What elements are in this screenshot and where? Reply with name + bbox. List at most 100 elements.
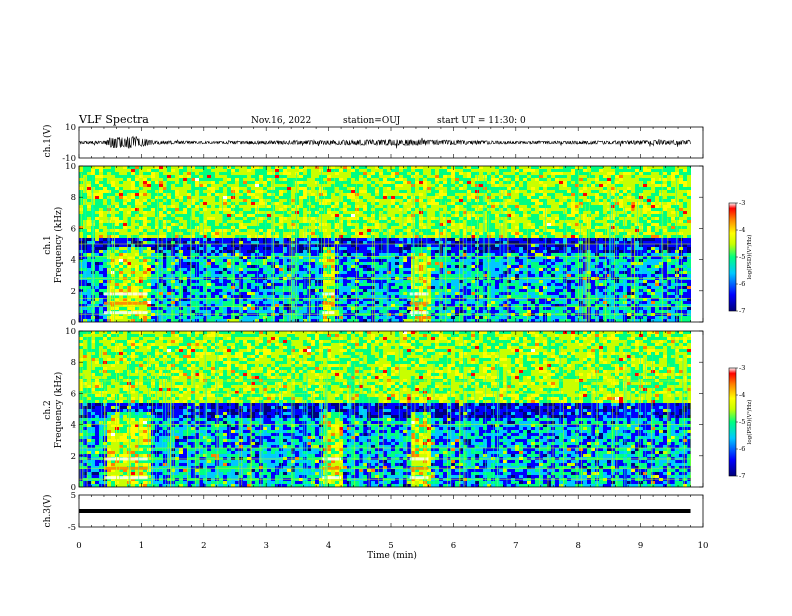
spectrogram-cell [207, 196, 211, 199]
spectrogram-cell [143, 187, 147, 190]
spectrogram-cell [295, 265, 299, 268]
spectrogram-cell [347, 259, 351, 262]
spectrogram-cell [419, 202, 423, 205]
spectrogram-cell [87, 166, 91, 169]
spectrogram-cell [211, 262, 215, 265]
spectrogram-cell [359, 187, 363, 190]
spectrogram-cell [95, 178, 99, 181]
spectrogram-cell [319, 202, 323, 205]
spectrogram-cell [211, 169, 215, 172]
spectrogram-cell [335, 217, 339, 220]
spectrogram-cell [347, 247, 351, 250]
spectrogram-cell [171, 274, 175, 277]
spectrogram-cell [367, 244, 371, 247]
spectrogram-cell [407, 274, 411, 277]
spectrogram-cell [407, 250, 411, 253]
spectrogram-cell [251, 292, 255, 295]
spectrogram-cell [367, 238, 371, 241]
spectrogram-cell [391, 241, 395, 244]
spectrogram-cell [435, 283, 439, 286]
spectrogram-cell [451, 190, 455, 193]
spectrogram-cell [259, 181, 263, 184]
spectrogram-cell [319, 268, 323, 271]
spectrogram-cell [131, 214, 135, 217]
spectrogram-cell [363, 217, 367, 220]
spectrogram-cell [355, 178, 359, 181]
spectrogram-cell [119, 178, 123, 181]
spectrogram-cell [431, 289, 435, 292]
spectrogram-cell [99, 226, 103, 229]
spectrogram-cell [183, 268, 187, 271]
spectrogram-cell [83, 166, 87, 169]
spectrogram-cell [395, 310, 399, 313]
spectrogram-cell [431, 301, 435, 304]
spectrogram-cell [147, 193, 151, 196]
spectrogram-cell [139, 229, 143, 232]
spectrogram-cell [215, 190, 219, 193]
spectrogram-cell [343, 172, 347, 175]
spectrogram-cell [403, 223, 407, 226]
spectrogram-cell [391, 211, 395, 214]
spectrogram-cell [279, 259, 283, 262]
spectrogram-cell [95, 208, 99, 211]
spectrogram-cell [175, 181, 179, 184]
spectrogram-cell [235, 319, 239, 322]
spectrogram-cell [431, 226, 435, 229]
spectrogram-cell [391, 214, 395, 217]
spectrogram-cell [375, 271, 379, 274]
spectrogram-cell [343, 175, 347, 178]
spectrogram-cell [367, 250, 371, 253]
spectrogram-cell [347, 211, 351, 214]
spectrogram-cell [195, 223, 199, 226]
spectrogram-cell [179, 286, 183, 289]
spectrogram-cell [195, 193, 199, 196]
spectrogram-cell [451, 181, 455, 184]
spectrogram-cell [215, 208, 219, 211]
spectrogram-cell [375, 172, 379, 175]
spectrogram-cell [135, 271, 139, 274]
spectrogram-cell [355, 280, 359, 283]
spectrogram-cell [251, 223, 255, 226]
spectrogram-cell [183, 259, 187, 262]
spectrogram-cell [275, 292, 279, 295]
spectrogram-cell [131, 223, 135, 226]
spectrogram-cell [135, 244, 139, 247]
spectrogram-cell [79, 178, 83, 181]
spectrogram-cell [403, 211, 407, 214]
spectrogram-cell [343, 295, 347, 298]
spectrogram-cell [291, 181, 295, 184]
spectrogram-cell [87, 193, 91, 196]
spectrogram-cell [431, 205, 435, 208]
spectrogram-cell [227, 265, 231, 268]
spectrogram-cell [379, 262, 383, 265]
spectrogram-cell [367, 286, 371, 289]
spectrogram-cell [255, 229, 259, 232]
spectrogram-cell [211, 217, 215, 220]
spectrogram-cell [287, 271, 291, 274]
spectrogram-cell [131, 247, 135, 250]
spectrogram-cell [103, 217, 107, 220]
spectrogram-cell [351, 286, 355, 289]
spectrogram-cell [227, 307, 231, 310]
spectrogram-cell [279, 184, 283, 187]
spectrogram-cell [363, 232, 367, 235]
spectrogram-cell [275, 289, 279, 292]
spectrogram-cell [431, 253, 435, 256]
spectrogram-cell [403, 199, 407, 202]
spectrogram-cell [239, 223, 243, 226]
spectrogram-cell [311, 271, 315, 274]
spectrogram-cell [171, 208, 175, 211]
spectrogram-cell [247, 283, 251, 286]
spectrogram-cell [243, 244, 247, 247]
spectrogram-cell [211, 166, 215, 169]
spectrogram-cell [275, 187, 279, 190]
spectrogram-cell [143, 217, 147, 220]
spectrogram-cell [87, 175, 91, 178]
spectrogram-cell [315, 235, 319, 238]
spectrogram-cell [263, 235, 267, 238]
spectrogram-cell [447, 229, 451, 232]
spectrogram-cell [427, 247, 431, 250]
spectrogram-cell [243, 289, 247, 292]
spectrogram-cell [335, 274, 339, 277]
spectrogram-cell [171, 214, 175, 217]
